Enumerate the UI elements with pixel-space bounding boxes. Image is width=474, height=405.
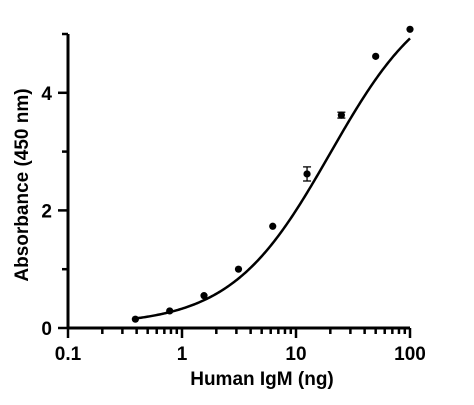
plot-area <box>131 25 414 323</box>
data-point <box>166 307 174 315</box>
data-point <box>337 111 345 119</box>
data-point <box>372 52 380 60</box>
x-axis: 0.1 1 10 100 Human IgM (ng) <box>55 326 426 390</box>
fit-curve <box>135 37 411 320</box>
x-tick-label: 10 <box>285 344 306 365</box>
data-point <box>303 170 311 178</box>
y-tick-label: 2 <box>41 201 52 222</box>
data-point <box>234 265 243 273</box>
y-axis: 0 2 4 Absorbance (450 nm) <box>12 32 70 340</box>
data-point <box>200 292 208 300</box>
y-axis-label: Absorbance (450 nm) <box>12 88 33 281</box>
data-points <box>131 25 414 323</box>
x-axis-label: Human IgM (ng) <box>190 369 334 390</box>
x-axis-ticks: 0.1 1 10 100 <box>55 328 426 365</box>
x-tick-label: 100 <box>394 344 426 365</box>
x-tick-label: 1 <box>177 344 188 365</box>
x-tick-label: 0.1 <box>55 344 82 365</box>
y-tick-label: 4 <box>41 84 52 105</box>
data-point <box>131 315 139 323</box>
data-point <box>406 25 414 33</box>
y-axis-ticks: 0 2 4 <box>41 32 68 340</box>
y-tick-label: 0 <box>41 319 52 340</box>
data-point <box>269 222 277 230</box>
